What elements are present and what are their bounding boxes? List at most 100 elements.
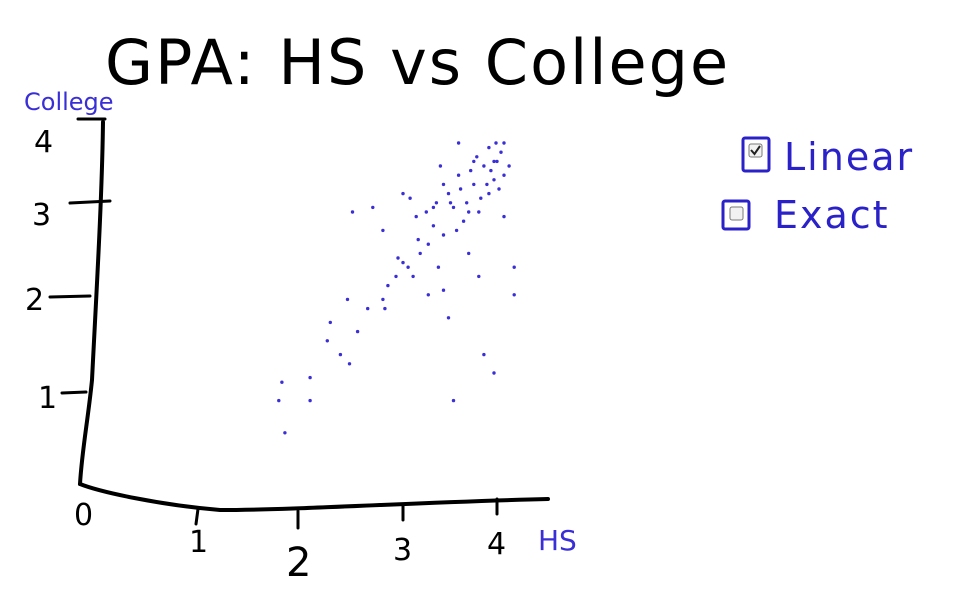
y-tick-mark-1 — [60, 390, 88, 395]
data-point — [438, 164, 443, 168]
data-point — [386, 283, 390, 288]
data-point — [467, 251, 471, 256]
data-point — [283, 431, 287, 435]
legend-item-linear[interactable]: Linear — [741, 135, 914, 179]
data-point — [426, 293, 430, 297]
x-tick-label-0: 0 — [74, 498, 93, 533]
data-point — [456, 173, 461, 177]
data-point — [479, 196, 483, 200]
data-point — [308, 398, 312, 403]
data-point — [441, 288, 446, 292]
data-point — [355, 329, 360, 334]
data-point — [502, 141, 506, 145]
data-point — [482, 352, 486, 357]
data-point — [418, 251, 422, 256]
data-point — [472, 182, 476, 187]
data-point — [426, 242, 430, 246]
data-point — [451, 398, 456, 403]
data-point — [512, 265, 516, 269]
data-point — [308, 375, 312, 380]
x-tick-mark-1 — [194, 507, 200, 526]
data-point — [502, 173, 506, 177]
data-point — [477, 210, 481, 214]
data-point — [512, 293, 516, 297]
data-point — [408, 196, 412, 200]
legend-label-linear: Linear — [784, 135, 914, 179]
data-point — [436, 265, 441, 269]
x-tick-label-4: 4 — [487, 527, 506, 562]
data-point — [431, 224, 436, 228]
data-point — [371, 205, 375, 210]
data-point — [424, 210, 428, 214]
checkmark-icon — [750, 145, 761, 156]
data-point — [487, 191, 491, 196]
data-point — [451, 205, 456, 210]
data-point — [434, 201, 439, 205]
exact-checkbox-frame[interactable] — [721, 199, 751, 231]
data-point — [489, 168, 493, 173]
data-point — [465, 201, 469, 205]
x-tick-label-1: 1 — [189, 525, 208, 560]
x-tick-label-2: 2 — [286, 540, 311, 586]
data-point — [383, 306, 387, 311]
data-point — [495, 159, 499, 164]
chart-title: GPA: HS vs College — [105, 26, 730, 99]
data-point — [416, 237, 420, 242]
data-point — [347, 362, 352, 366]
data-point — [411, 274, 415, 279]
scatter-points — [277, 141, 516, 435]
data-point — [345, 297, 350, 302]
y-tick-mark-3 — [68, 199, 112, 205]
data-point — [497, 187, 501, 191]
exact-checkbox[interactable] — [729, 206, 744, 221]
data-point — [467, 210, 471, 214]
data-point — [401, 260, 405, 265]
data-point — [482, 164, 486, 168]
data-point — [492, 371, 496, 375]
data-point — [472, 159, 476, 164]
data-point — [441, 233, 446, 237]
legend-label-exact: Exact — [774, 193, 890, 237]
data-point — [492, 178, 496, 182]
y-tick-label-4: 4 — [34, 125, 53, 160]
data-point — [499, 150, 503, 154]
data-point — [502, 214, 506, 219]
data-point — [494, 141, 498, 145]
data-point — [414, 214, 418, 219]
data-point — [381, 297, 385, 302]
x-axis-line — [78, 482, 550, 512]
data-point — [406, 265, 410, 269]
data-point — [366, 306, 370, 311]
data-point — [475, 155, 479, 159]
data-point — [325, 339, 329, 343]
data-point — [350, 210, 355, 214]
data-point — [396, 256, 400, 260]
data-point — [338, 352, 343, 357]
data-point — [328, 320, 332, 325]
data-point — [458, 187, 463, 191]
data-point — [469, 168, 473, 173]
data-point — [431, 205, 436, 210]
data-point — [401, 191, 405, 196]
y-axis-label: College — [24, 88, 114, 116]
y-tick-label-2: 2 — [25, 283, 44, 318]
data-point — [441, 182, 446, 187]
data-point — [507, 164, 511, 168]
data-point — [448, 201, 453, 205]
y-axis-line — [78, 120, 105, 486]
data-point — [456, 141, 461, 145]
data-point — [446, 316, 451, 320]
data-point — [477, 274, 481, 279]
data-point — [492, 159, 496, 164]
data-point — [485, 182, 489, 187]
data-point — [277, 398, 281, 403]
linear-checkbox-frame[interactable] — [741, 136, 771, 173]
legend-item-exact[interactable]: Exact — [721, 193, 890, 237]
data-point — [487, 145, 491, 150]
x-axis-label: HS — [538, 524, 577, 557]
x-tick-label-3: 3 — [393, 533, 412, 568]
y-tick-mark-2 — [48, 294, 92, 299]
data-point — [394, 274, 398, 279]
y-tick-label-1: 1 — [38, 381, 57, 416]
